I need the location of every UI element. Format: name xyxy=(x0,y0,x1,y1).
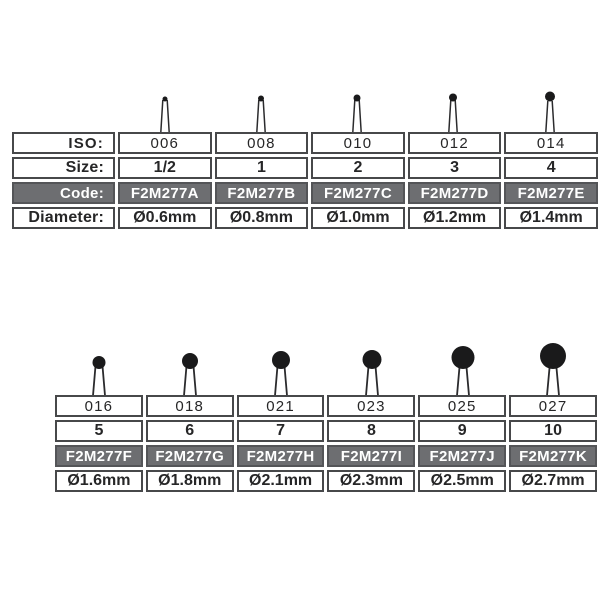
round-bur-icon xyxy=(354,340,390,396)
size-cell: 6 xyxy=(145,420,234,442)
size-row-label: Size: xyxy=(12,157,115,179)
code-row: Code: F2M277A F2M277B F2M277C F2M277D F2… xyxy=(12,182,598,204)
size-cell: 4 xyxy=(504,157,598,179)
diameter-cell: Ø2.7mm xyxy=(509,470,597,492)
iso-cell: 014 xyxy=(504,132,598,154)
diameter-cell: Ø2.1mm xyxy=(236,470,325,492)
iso-cell: 012 xyxy=(407,132,502,154)
round-bur-icon xyxy=(172,340,208,396)
diameter-row-label: Diameter: xyxy=(12,207,115,229)
iso-cell: 027 xyxy=(509,395,597,417)
size-cell: 1 xyxy=(214,157,309,179)
size-row: Size: 1/2 1 2 3 4 xyxy=(12,157,598,179)
code-row: F2M277F F2M277G F2M277H F2M277I F2M277J … xyxy=(55,445,597,467)
round-bur-icon xyxy=(535,340,571,396)
diameter-row: Diameter: Ø0.6mm Ø0.8mm Ø1.0mm Ø1.2mm Ø1… xyxy=(12,207,598,229)
round-bur-icon xyxy=(538,87,562,133)
iso-row: ISO: 006 008 010 012 014 xyxy=(12,132,598,154)
code-cell: F2M277F xyxy=(55,445,143,467)
code-cell: F2M277I xyxy=(327,445,416,467)
diameter-cell: Ø1.2mm xyxy=(407,207,502,229)
code-cell: F2M277A xyxy=(118,182,212,204)
size-cell: 8 xyxy=(327,420,416,442)
round-bur-icon xyxy=(445,340,481,396)
diameter-cell: Ø2.5mm xyxy=(418,470,507,492)
size-cell: 7 xyxy=(236,420,325,442)
iso-cell: 008 xyxy=(214,132,309,154)
size-cell: 1/2 xyxy=(118,157,212,179)
iso-cell: 006 xyxy=(118,132,212,154)
diameter-cell: Ø1.8mm xyxy=(145,470,234,492)
code-cell: F2M277J xyxy=(418,445,507,467)
size-cell: 3 xyxy=(407,157,502,179)
code-cell: F2M277C xyxy=(311,182,405,204)
size-cell: 2 xyxy=(311,157,405,179)
diameter-row: Ø1.6mm Ø1.8mm Ø2.1mm Ø2.3mm Ø2.5mm Ø2.7m… xyxy=(55,470,597,492)
iso-cell: 023 xyxy=(327,395,416,417)
diameter-cell: Ø1.4mm xyxy=(504,207,598,229)
spec-table-top: ISO: 006 008 010 012 014 Size: 1/2 1 2 3… xyxy=(9,129,600,232)
code-cell: F2M277D xyxy=(407,182,502,204)
code-cell: F2M277G xyxy=(145,445,234,467)
iso-cell: 025 xyxy=(418,395,507,417)
diameter-cell: Ø1.6mm xyxy=(55,470,143,492)
round-bur-icon xyxy=(263,340,299,396)
code-cell: F2M277K xyxy=(509,445,597,467)
diameter-cell: Ø0.6mm xyxy=(118,207,212,229)
iso-cell: 018 xyxy=(145,395,234,417)
code-cell: F2M277E xyxy=(504,182,598,204)
size-cell: 10 xyxy=(509,420,597,442)
code-row-label: Code: xyxy=(12,182,115,204)
iso-cell: 010 xyxy=(311,132,405,154)
round-bur-icon xyxy=(345,87,369,133)
iso-cell: 021 xyxy=(236,395,325,417)
size-row: 5 6 7 8 9 10 xyxy=(55,420,597,442)
diameter-cell: Ø0.8mm xyxy=(214,207,309,229)
diameter-cell: Ø1.0mm xyxy=(311,207,405,229)
iso-row-label: ISO: xyxy=(12,132,115,154)
size-cell: 9 xyxy=(418,420,507,442)
diameter-cell: Ø2.3mm xyxy=(327,470,416,492)
code-cell: F2M277H xyxy=(236,445,325,467)
code-cell: F2M277B xyxy=(214,182,309,204)
iso-cell: 016 xyxy=(55,395,143,417)
round-bur-icon xyxy=(81,340,117,396)
size-cell: 5 xyxy=(55,420,143,442)
round-bur-icon xyxy=(441,87,465,133)
round-bur-icon xyxy=(249,87,273,133)
spec-table-bottom: 016 018 021 023 025 027 5 6 7 8 9 10 F2M… xyxy=(52,392,600,495)
round-bur-icon xyxy=(153,87,177,133)
iso-row: 016 018 021 023 025 027 xyxy=(55,395,597,417)
